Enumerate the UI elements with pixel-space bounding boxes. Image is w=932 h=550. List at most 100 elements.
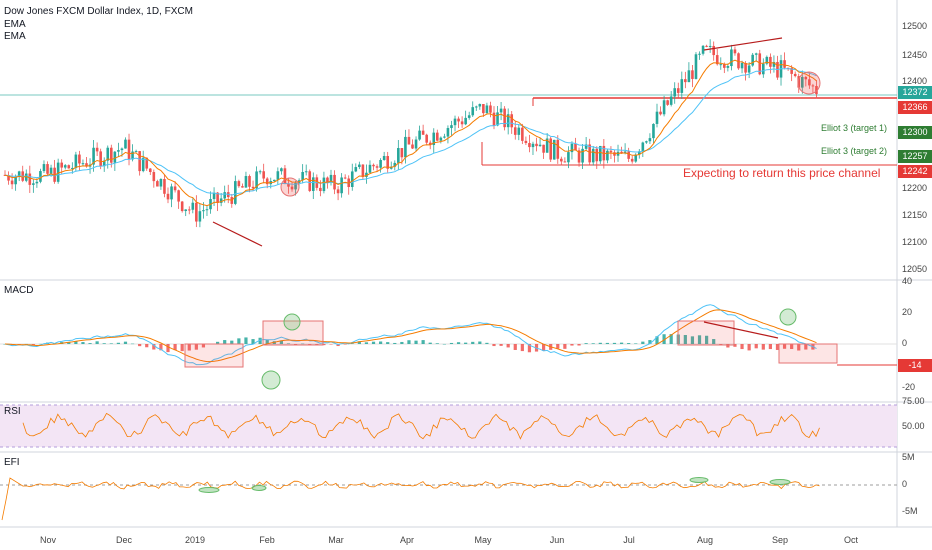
- candle-body: [503, 108, 506, 128]
- macd-bar: [591, 343, 595, 344]
- candle-body: [42, 164, 46, 172]
- candle-body: [234, 181, 237, 204]
- target2-label[interactable]: Elliot 3 (target 2): [821, 146, 888, 156]
- candle-body: [191, 202, 195, 210]
- candle-body: [730, 49, 733, 67]
- candle-body: [517, 127, 521, 135]
- candle-body: [421, 130, 425, 135]
- macd-bar: [88, 343, 92, 344]
- macd-circle: [779, 308, 797, 326]
- candle-body: [198, 211, 202, 222]
- macd-bar: [301, 343, 305, 345]
- macd-bar: [499, 344, 503, 346]
- macd-box: [184, 343, 244, 368]
- candle-body: [620, 151, 623, 154]
- macd-bar: [492, 344, 496, 347]
- macd-bar: [775, 344, 780, 350]
- rsi-pane-label[interactable]: RSI: [4, 406, 21, 417]
- candle-body: [138, 151, 141, 172]
- macd-bar: [634, 343, 638, 344]
- efi-pane-label[interactable]: EFI: [4, 457, 20, 468]
- candle-body: [117, 150, 120, 152]
- macd-bar: [768, 344, 772, 350]
- indicator-label-ema-1[interactable]: EMA: [4, 19, 26, 30]
- macd-circle: [261, 370, 281, 390]
- candle-body: [740, 63, 744, 69]
- target1-label[interactable]: Elliot 3 (target 1): [821, 123, 888, 133]
- candle-body: [81, 163, 85, 165]
- candle-body: [273, 179, 276, 182]
- candle-body: [712, 45, 715, 56]
- trend-arrow[interactable]: [703, 37, 783, 51]
- candle-body: [184, 209, 188, 212]
- candle-body: [453, 118, 457, 126]
- candle-body: [595, 148, 599, 162]
- candle-body: [382, 156, 386, 160]
- macd-arrow[interactable]: [703, 321, 779, 339]
- candle-body: [815, 86, 818, 95]
- candle-body: [524, 140, 528, 144]
- candle-body: [457, 118, 460, 122]
- candle-body: [652, 123, 655, 139]
- candle-body: [425, 134, 428, 143]
- candle-body: [393, 162, 397, 167]
- candle-body: [616, 151, 620, 156]
- candle-body: [287, 183, 290, 187]
- candle-body: [528, 143, 531, 148]
- macd-bar: [655, 336, 659, 344]
- candle-body: [428, 142, 432, 146]
- symbol-title[interactable]: Dow Jones FXCM Dollar Index, 1D, FXCM: [4, 6, 193, 17]
- candle-body: [301, 172, 304, 181]
- macd-bar: [513, 344, 517, 350]
- macd-bar: [605, 342, 609, 344]
- candle-series: [3, 39, 818, 228]
- candle-body: [74, 154, 78, 168]
- candle-body: [39, 171, 42, 182]
- candle-body: [549, 138, 552, 160]
- macd-bar: [584, 343, 588, 344]
- macd-bar: [286, 343, 291, 344]
- macd-line: [4, 304, 817, 366]
- macd-bar: [719, 344, 723, 345]
- efi-marker: [198, 487, 220, 493]
- candle-body: [691, 70, 694, 79]
- macd-bar: [435, 343, 439, 344]
- candle-body: [10, 180, 14, 185]
- efi-line: [1, 477, 820, 521]
- candle-body: [262, 171, 265, 179]
- macd-tick: 0: [902, 338, 908, 348]
- macd-bar: [669, 334, 673, 344]
- efi-marker: [769, 479, 791, 485]
- efi-marker: [251, 485, 267, 491]
- candle-body: [326, 177, 329, 183]
- time-tick: Dec: [115, 535, 133, 545]
- macd-bar: [216, 341, 220, 344]
- candle-body: [599, 145, 602, 162]
- candle-body: [783, 60, 786, 68]
- macd-bar: [428, 342, 432, 344]
- macd-bar: [414, 340, 418, 344]
- candle-body: [609, 150, 613, 153]
- price-tick: 12050: [902, 264, 928, 274]
- channel-annotation[interactable]: Expecting to return this price channel: [683, 166, 881, 180]
- candle-body: [648, 138, 652, 142]
- efi-tick: -5M: [902, 506, 918, 516]
- macd-bar: [471, 341, 475, 344]
- ema-fast-line: [4, 59, 817, 207]
- candle-body: [436, 132, 439, 141]
- macd-bar: [478, 341, 482, 344]
- trend-arrow[interactable]: [212, 221, 263, 247]
- candle-body: [606, 150, 609, 161]
- candle-body: [375, 166, 379, 168]
- candle-body: [329, 174, 333, 183]
- candle-body: [450, 125, 453, 129]
- candle-body: [354, 167, 358, 172]
- macd-pane-label[interactable]: MACD: [4, 285, 34, 296]
- candle-body: [531, 143, 535, 148]
- ema-slow-line: [4, 68, 817, 196]
- candle-body: [581, 148, 584, 163]
- candle-body: [510, 114, 514, 128]
- indicator-label-ema-2[interactable]: EMA: [4, 31, 26, 42]
- candle-body: [737, 53, 740, 69]
- macd-bar: [371, 341, 376, 344]
